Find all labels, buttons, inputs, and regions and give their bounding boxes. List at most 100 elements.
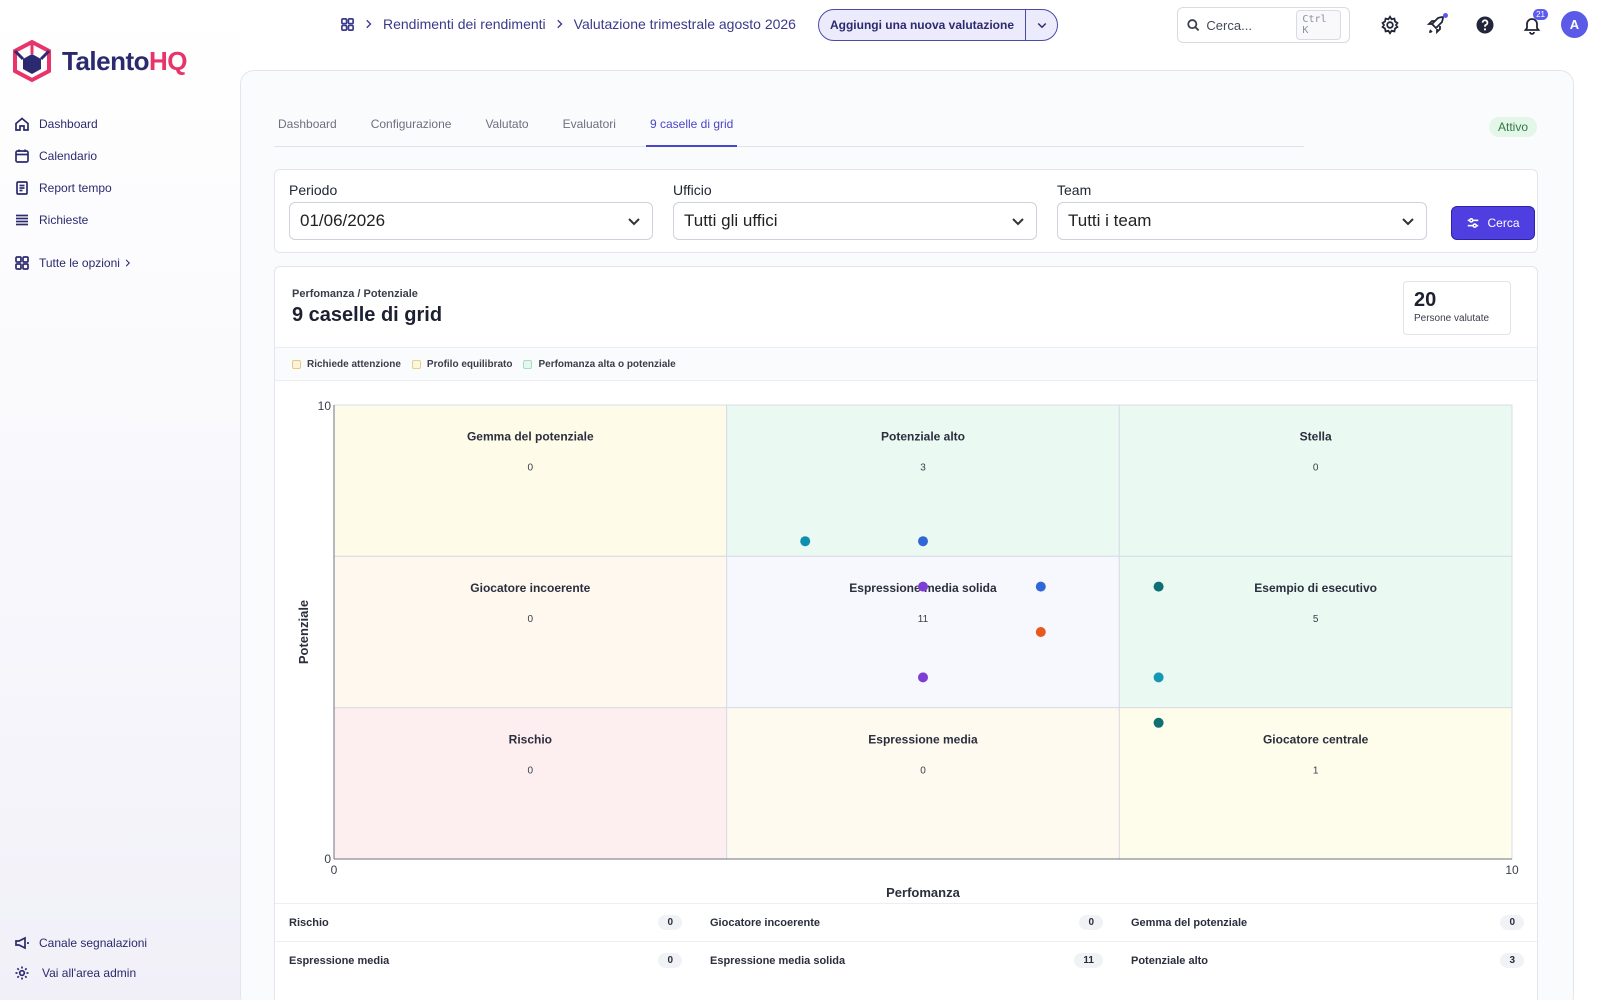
filter-sliders-icon <box>1468 218 1479 228</box>
tab-dashboard[interactable]: Dashboard <box>278 117 337 131</box>
megaphone-icon <box>15 936 29 950</box>
sidebar-item-dashboard[interactable]: Dashboard <box>14 108 234 140</box>
grid-cell <box>333 707 728 860</box>
sidebar-item-report-tempo[interactable]: Report tempo <box>14 172 234 204</box>
chevron-down-icon <box>1012 218 1024 226</box>
legend-item: Richiede attenzione <box>292 359 401 370</box>
legend-label: Perfomanza alta o potenziale <box>538 358 676 370</box>
list-icon <box>16 214 28 226</box>
nine-box-card: Perfomanza / Potenziale 9 caselle di gri… <box>274 266 1538 1000</box>
evaluated-count: 20 <box>1414 289 1437 311</box>
data-point[interactable] <box>1153 717 1164 728</box>
data-point[interactable] <box>1153 672 1164 683</box>
cell-label: Espressione media <box>868 732 978 746</box>
cell-count: 1 <box>1313 765 1319 776</box>
summary-cell: Rischio 0 <box>275 904 696 941</box>
legend-swatch <box>523 359 533 369</box>
data-point[interactable] <box>800 536 811 547</box>
period-filter: Periodo 01/06/2026 <box>289 182 653 240</box>
main-card: Dashboard Configurazione Valutato Evalua… <box>240 70 1574 1000</box>
notifications-button[interactable]: 21 <box>1520 9 1548 37</box>
search-button-label: Cerca <box>1487 216 1520 230</box>
nine-box-chart: Gemma del potenziale 0 Potenziale alto 3 Ste… <box>296 399 1519 900</box>
cube-logo-icon <box>13 40 51 82</box>
cell-count: 0 <box>528 765 534 776</box>
tab-configurazione[interactable]: Configurazione <box>370 117 452 131</box>
search-button[interactable]: Cerca <box>1451 206 1535 240</box>
cell-count: 3 <box>920 463 926 474</box>
grid-cell <box>1118 555 1513 709</box>
help-icon <box>1476 16 1494 34</box>
settings-button[interactable] <box>1378 13 1402 37</box>
tab-9-caselle[interactable]: 9 caselle di grid <box>645 105 738 147</box>
office-filter: Ufficio Tutti gli uffici <box>673 182 1037 240</box>
grid-cell <box>333 555 728 709</box>
breadcrumb-current[interactable]: Valutazione trimestrale agosto 2026 <box>573 16 796 32</box>
grid-cell <box>726 555 1120 709</box>
sidebar-item-tutte-le-opzioni[interactable]: Tutte le opzioni <box>14 247 234 279</box>
grid-cell <box>726 404 1120 557</box>
data-point[interactable] <box>918 581 928 592</box>
sidebar-item-canale-segnalazioni[interactable]: Canale segnalazioni <box>14 928 234 958</box>
data-point[interactable] <box>918 672 928 683</box>
office-select[interactable]: Tutti gli uffici <box>673 202 1037 240</box>
rocket-icon <box>1426 16 1444 35</box>
data-point[interactable] <box>918 536 928 547</box>
sidebar-item-label: Calendario <box>39 149 98 163</box>
card-subtitle: Perfomanza / Potenziale <box>292 288 418 300</box>
grid-cell <box>1118 404 1513 557</box>
data-point[interactable] <box>1153 581 1164 592</box>
sidebar-item-label: Richieste <box>39 213 89 227</box>
data-point[interactable] <box>1035 581 1046 592</box>
add-evaluation-split-button: Aggiungi una nuova valutazione <box>818 9 1058 41</box>
avatar[interactable]: A <box>1561 11 1588 38</box>
breadcrumb-item[interactable]: Rendimenti dei rendimenti <box>383 16 546 32</box>
team-filter: Team Tutti i team <box>1057 182 1427 240</box>
evaluated-count-label: Persone valutate <box>1414 313 1490 324</box>
legend: Richiede attenzione Profilo equilibrato … <box>275 347 1537 381</box>
sidebar-nav: Dashboard Calendario Report tempo Richie… <box>14 108 234 279</box>
chevron-right-icon <box>554 18 566 30</box>
launch-button[interactable] <box>1424 13 1448 37</box>
y-tick-label: 10 <box>318 399 332 413</box>
search-shortcut-hint: Ctrl K <box>1296 10 1341 40</box>
home-icon <box>15 117 29 131</box>
sidebar-bottom: Canale segnalazioni Vai all'area admin <box>14 928 234 988</box>
x-axis-title: Perfomanza <box>886 885 960 900</box>
sidebar: TalentoHQ Dashboard Calendario Report te… <box>0 0 240 1000</box>
y-axis-title: Potenziale <box>296 600 311 664</box>
search-icon <box>1187 19 1200 32</box>
legend-item: Perfomanza alta o potenziale <box>523 358 676 370</box>
add-evaluation-dropdown-toggle[interactable] <box>1025 10 1057 40</box>
legend-label: Profilo equilibrato <box>426 358 513 370</box>
legend-label: Richiede attenzione <box>307 358 401 370</box>
apps-grid-icon[interactable] <box>340 17 355 32</box>
data-point[interactable] <box>1035 627 1046 637</box>
bell-icon <box>1523 18 1541 35</box>
add-evaluation-button[interactable]: Aggiungi una nuova valutazione <box>829 18 1014 32</box>
summary-cell: Giocatore incoerente 0 <box>696 904 1117 941</box>
period-select[interactable]: 01/06/2026 <box>289 202 653 240</box>
period-label: Periodo <box>289 182 338 198</box>
help-button[interactable] <box>1473 13 1497 37</box>
cell-count: 0 <box>1313 463 1319 474</box>
cell-count: 11 <box>918 614 929 625</box>
sidebar-item-richieste[interactable]: Richieste <box>14 204 234 236</box>
tab-evaluatori[interactable]: Evaluatori <box>562 117 616 131</box>
search-input[interactable] <box>1206 17 1297 33</box>
sidebar-item-label: Canale segnalazioni <box>39 936 148 950</box>
chevron-right-icon <box>363 18 375 30</box>
summary-cell: Potenziale alto 3 <box>1117 942 1537 979</box>
sidebar-item-calendario[interactable]: Calendario <box>14 140 234 172</box>
legend-swatch <box>411 359 421 369</box>
brand-logo[interactable]: TalentoHQ <box>12 40 188 82</box>
tab-valutato[interactable]: Valutato <box>485 117 529 131</box>
cell-count: 0 <box>920 765 926 776</box>
sidebar-item-label: Vai all'area admin <box>42 966 137 980</box>
x-tick-label: 10 <box>1505 863 1519 877</box>
x-tick-label: 0 <box>331 863 338 877</box>
summary-table: Rischio 0 Giocatore incoerente 0 Gemma del… <box>275 903 1537 979</box>
office-value: Tutti gli uffici <box>684 211 778 230</box>
sidebar-item-admin[interactable]: Vai all'area admin <box>14 958 234 988</box>
team-select[interactable]: Tutti i team <box>1057 202 1427 240</box>
